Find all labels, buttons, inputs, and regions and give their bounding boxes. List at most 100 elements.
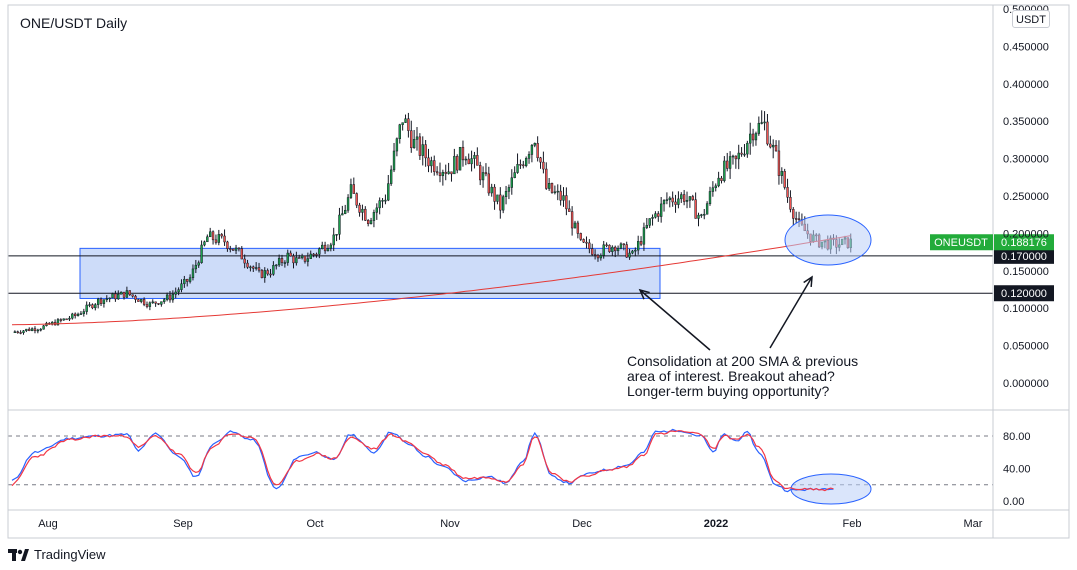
candle-body — [203, 241, 206, 246]
candle — [737, 144, 740, 170]
candle-body — [691, 196, 694, 200]
candle — [726, 152, 729, 172]
candle — [734, 155, 738, 169]
candle — [286, 249, 289, 266]
candle-body — [685, 199, 689, 202]
candle — [332, 227, 335, 251]
candle — [272, 261, 275, 276]
candle-body — [68, 317, 71, 320]
candle — [501, 194, 505, 214]
candle — [691, 194, 694, 201]
candle — [473, 151, 476, 169]
annotation-text: Consolidation at 200 SMA & previous area… — [627, 353, 859, 399]
candle — [746, 140, 749, 158]
candle-body — [295, 257, 298, 264]
candle — [602, 240, 605, 259]
candle — [209, 227, 212, 238]
candle-body — [570, 211, 574, 229]
candle — [665, 192, 669, 205]
candle — [369, 217, 373, 225]
candle — [180, 279, 183, 293]
candle-body — [211, 231, 215, 241]
candle — [547, 177, 551, 191]
candle — [16, 330, 19, 334]
candle-body — [786, 187, 789, 198]
arrow-head — [803, 275, 813, 288]
candle — [160, 301, 163, 307]
candle — [450, 171, 453, 182]
candle — [749, 122, 752, 155]
candle — [203, 240, 206, 247]
time-tick-label: Mar — [964, 518, 983, 530]
candle-body — [539, 157, 542, 163]
candle — [441, 169, 445, 186]
candle-body — [665, 199, 669, 201]
level-tag — [994, 247, 1054, 264]
candle-body — [226, 241, 229, 249]
candle-body — [309, 253, 312, 259]
price-tick-label: 0.350000 — [1003, 116, 1049, 128]
candle-body — [516, 164, 519, 173]
candle — [444, 164, 447, 181]
candle-body — [177, 289, 180, 293]
candle — [71, 312, 74, 320]
candle-body — [415, 136, 419, 140]
candle-body — [25, 328, 28, 332]
candle-body — [769, 143, 772, 148]
candle-body — [542, 161, 545, 170]
time-tick-label: Oct — [306, 518, 323, 530]
candle-body — [424, 144, 427, 159]
candle — [608, 244, 611, 253]
candle — [42, 324, 45, 330]
candle-body — [760, 122, 763, 124]
oscillator-tick-label: 40.00 — [1003, 464, 1031, 476]
candle — [349, 178, 353, 199]
candle-body — [550, 183, 554, 193]
candle-body — [234, 247, 238, 251]
candle-body — [524, 158, 528, 166]
candle-body — [260, 269, 264, 278]
candle — [252, 265, 255, 272]
candle-body — [79, 313, 83, 315]
candle — [298, 254, 301, 259]
candle-body — [33, 328, 37, 332]
candle — [191, 264, 195, 281]
candle — [145, 301, 149, 309]
consolidation-zone — [79, 247, 661, 299]
candle — [682, 189, 686, 206]
chart-frame — [7, 4, 1070, 539]
currency-unit-badge[interactable]: USDT — [1012, 10, 1050, 28]
candle-body — [171, 294, 175, 301]
candle — [412, 129, 416, 149]
candle — [637, 235, 640, 255]
candle — [570, 206, 574, 236]
oscillator-tick-label: 0.00 — [1003, 496, 1024, 508]
candle — [507, 184, 511, 200]
candle-body — [329, 244, 333, 249]
candle-body — [56, 319, 60, 326]
price-tick-label: 0.050000 — [1003, 341, 1049, 353]
arrow-to-zone — [638, 288, 711, 351]
candle — [364, 206, 367, 221]
candle — [407, 112, 410, 138]
candle-body — [165, 294, 169, 300]
candle-body — [168, 294, 172, 301]
time-tick-label: Dec — [572, 518, 592, 530]
candle-body — [746, 142, 749, 155]
candle — [188, 274, 192, 284]
candle-body — [191, 268, 195, 279]
tradingview-brand[interactable]: TradingView — [8, 547, 106, 562]
candle-body — [565, 195, 568, 210]
candle — [292, 253, 295, 269]
candle-body — [757, 122, 761, 134]
candle — [275, 264, 278, 270]
candle-body — [300, 255, 304, 259]
candle-body — [608, 244, 611, 252]
candle-body — [266, 270, 269, 275]
candle-body — [553, 191, 557, 194]
candle — [88, 302, 91, 308]
candle — [631, 249, 634, 255]
candle-body — [631, 250, 634, 254]
symbol-tag-label: ONEUSDT — [934, 237, 988, 249]
candle-body — [16, 331, 19, 333]
